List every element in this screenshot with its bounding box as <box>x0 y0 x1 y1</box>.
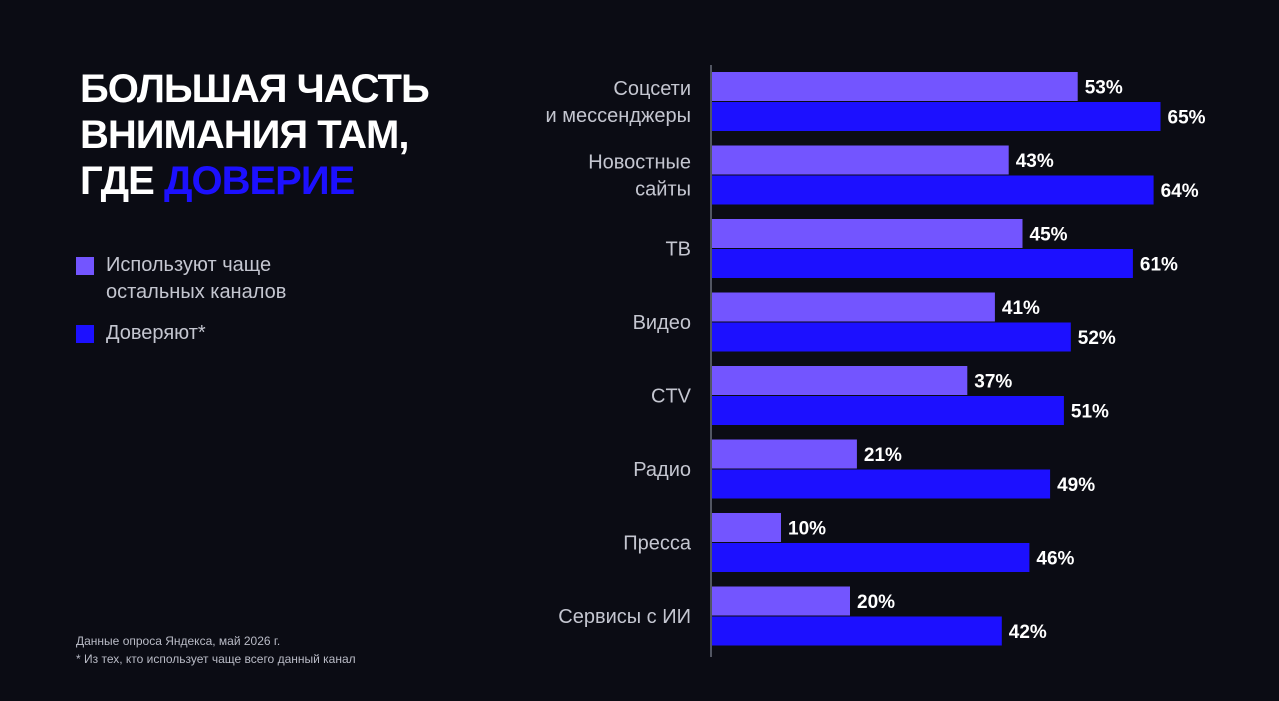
footnote-source: Данные опроса Яндекса, май 2026 г. <box>76 634 281 648</box>
value-label-series-0-cat-2: 45% <box>1030 225 1068 246</box>
title-line-1: БОЛЬШАЯ ЧАСТЬ <box>80 67 430 111</box>
page-title: БОЛЬШАЯ ЧАСТЬ ВНИМАНИЯ ТАМ, ГДЕ ДОВЕРИЕ <box>80 66 500 204</box>
bar-series-0-cat-3 <box>712 292 995 322</box>
value-label-series-1-cat-6: 46% <box>1036 549 1074 570</box>
value-label-series-1-cat-7: 42% <box>1009 622 1047 643</box>
bar-series-1-cat-7 <box>712 616 1002 646</box>
category-label-1-line-1: сайты <box>635 179 691 201</box>
bar-series-1-cat-2 <box>712 249 1133 278</box>
bar-series-0-cat-6 <box>712 513 781 542</box>
bar-series-1-cat-0 <box>712 102 1161 131</box>
value-label-series-1-cat-3: 52% <box>1078 328 1116 349</box>
category-label-5: Радио <box>633 459 691 481</box>
title-line-2: ВНИМАНИЯ ТАМ, <box>80 113 409 157</box>
bar-series-0-cat-0 <box>712 72 1078 101</box>
legend-swatch-usage <box>76 257 94 275</box>
value-label-series-1-cat-0: 65% <box>1168 108 1206 129</box>
value-label-series-0-cat-6: 10% <box>788 519 826 540</box>
legend-swatch-trust <box>76 325 94 343</box>
title-accent-word: ДОВЕРИЕ <box>163 159 355 203</box>
bar-series-1-cat-3 <box>712 322 1071 352</box>
bar-series-0-cat-5 <box>712 439 857 469</box>
bar-series-0-cat-1 <box>712 145 1009 175</box>
category-label-3: Видео <box>633 312 691 334</box>
value-label-series-0-cat-5: 21% <box>864 445 902 466</box>
legend-label-usage-line-2: остальных каналов <box>106 281 287 303</box>
category-label-7: Сервисы с ИИ <box>558 606 691 628</box>
value-label-series-0-cat-4: 37% <box>974 372 1012 393</box>
bar-series-0-cat-7 <box>712 586 850 616</box>
category-label-0-line-1: и мессенджеры <box>546 105 691 127</box>
chart-legend: Используют чаще остальных каналов Доверя… <box>76 252 376 361</box>
title-line-3: ГДЕ ДОВЕРИЕ <box>80 158 500 204</box>
footnote-note: * Из тех, кто использует чаще всего данн… <box>76 652 356 666</box>
bar-series-1-cat-4 <box>712 396 1064 425</box>
legend-item-usage: Используют чаще остальных каналов <box>76 252 376 306</box>
category-label-6: Пресса <box>623 533 692 555</box>
value-label-series-1-cat-1: 64% <box>1161 181 1199 202</box>
category-label-0-line-0: Соцсети <box>613 78 691 100</box>
bar-series-1-cat-6 <box>712 543 1030 572</box>
value-label-series-0-cat-3: 41% <box>1002 298 1040 319</box>
category-label-2: ТВ <box>665 239 691 261</box>
bar-series-0-cat-4 <box>712 366 968 395</box>
value-label-series-1-cat-2: 61% <box>1140 255 1178 276</box>
category-label-1-line-0: Новостные <box>588 152 691 174</box>
legend-label-trust: Доверяют* <box>106 322 206 344</box>
bar-series-1-cat-1 <box>712 175 1154 205</box>
legend-label-usage-line-1: Используют чаще <box>106 254 272 276</box>
category-label-4: CTV <box>651 386 692 408</box>
legend-item-trust: Доверяют* <box>76 320 376 347</box>
value-label-series-0-cat-1: 43% <box>1016 151 1054 172</box>
value-label-series-0-cat-0: 53% <box>1085 78 1123 99</box>
title-line-3-plain: ГДЕ <box>80 159 164 203</box>
bar-series-0-cat-2 <box>712 219 1023 248</box>
bar-series-1-cat-5 <box>712 469 1051 499</box>
value-label-series-0-cat-7: 20% <box>857 592 895 613</box>
value-label-series-1-cat-4: 51% <box>1071 402 1109 423</box>
footnote: Данные опроса Яндекса, май 2026 г. * Из … <box>76 632 356 668</box>
value-label-series-1-cat-5: 49% <box>1057 475 1095 496</box>
